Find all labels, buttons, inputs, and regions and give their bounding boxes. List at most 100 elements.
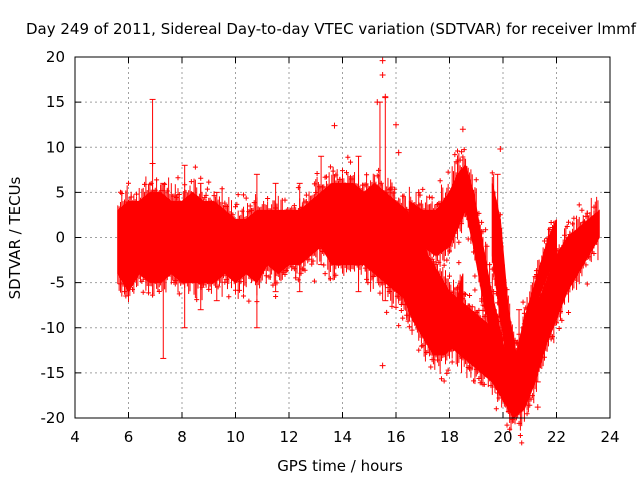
- data-point: [456, 260, 462, 266]
- spike-error-bar: [355, 155, 362, 293]
- data-point: [222, 279, 228, 285]
- data-point: [520, 299, 526, 305]
- data-point: [293, 275, 299, 281]
- data-point: [426, 194, 432, 200]
- outlier-point: [379, 72, 386, 79]
- x-tick-label: 10: [226, 428, 245, 446]
- x-tick-label: 12: [279, 428, 298, 446]
- spike-error-bar: [120, 209, 127, 275]
- data-point: [444, 370, 450, 376]
- data-point: [306, 256, 312, 262]
- data-point: [344, 170, 350, 176]
- outlier-point: [382, 93, 389, 100]
- data-point: [119, 190, 125, 196]
- spike-error-bar: [149, 98, 156, 266]
- data-point: [333, 272, 339, 278]
- data-point: [571, 215, 577, 221]
- data-point: [583, 262, 589, 268]
- data-point: [282, 271, 288, 277]
- data-point: [434, 271, 440, 277]
- outlier-point: [459, 126, 466, 133]
- data-point: [545, 280, 551, 286]
- data-point: [519, 440, 525, 446]
- data-point: [235, 192, 241, 198]
- spike-error-bar: [213, 191, 220, 302]
- data-point: [409, 327, 415, 333]
- y-tick-label: -10: [41, 319, 66, 337]
- data-point: [327, 276, 333, 282]
- data-point: [541, 291, 547, 297]
- data-point: [584, 281, 590, 287]
- spike-error-bar: [318, 155, 325, 266]
- data-layer: [117, 57, 600, 446]
- chart-title: Day 249 of 2011, Sidereal Day-to-day VTE…: [26, 20, 637, 38]
- data-point: [487, 347, 493, 353]
- outlier-point: [497, 146, 504, 153]
- data-point: [412, 277, 418, 283]
- data-point: [493, 406, 499, 412]
- data-point: [479, 219, 485, 225]
- data-point: [449, 359, 455, 365]
- data-point: [428, 266, 434, 272]
- data-point: [128, 194, 134, 200]
- data-point: [323, 174, 329, 180]
- data-point: [263, 273, 269, 279]
- data-point: [392, 186, 398, 192]
- x-tick-label: 22: [547, 428, 566, 446]
- data-point: [408, 275, 414, 281]
- data-point: [503, 376, 509, 382]
- data-point: [497, 212, 503, 218]
- data-point: [564, 223, 570, 229]
- data-point: [126, 180, 131, 186]
- spike-error-bar: [494, 173, 501, 284]
- data-point: [447, 273, 452, 279]
- data-point: [204, 186, 210, 192]
- data-point: [134, 191, 140, 197]
- spike-error-bar: [197, 182, 204, 311]
- data-point: [211, 193, 217, 199]
- data-point: [517, 387, 523, 393]
- data-point: [302, 267, 308, 273]
- data-point: [310, 258, 316, 264]
- data-point: [238, 279, 244, 285]
- data-point: [438, 316, 444, 322]
- outlier-point: [379, 57, 386, 64]
- data-point: [566, 309, 572, 315]
- data-point: [194, 297, 200, 303]
- spike-error-bar: [516, 309, 523, 365]
- outlier-point: [393, 121, 399, 128]
- data-point: [406, 324, 412, 330]
- data-point: [467, 293, 473, 299]
- data-point: [311, 278, 317, 284]
- data-point: [393, 304, 399, 310]
- data-point: [434, 317, 440, 323]
- data-point: [548, 219, 554, 225]
- data-point: [528, 396, 534, 402]
- data-point: [400, 315, 406, 321]
- data-point: [455, 148, 461, 154]
- y-tick-label: 5: [55, 183, 65, 201]
- data-point: [406, 240, 412, 246]
- data-point: [489, 170, 495, 176]
- x-tick-label: 14: [333, 428, 352, 446]
- outlier-point: [331, 122, 338, 129]
- data-point: [322, 271, 328, 277]
- outlier-point: [395, 149, 402, 156]
- data-point: [483, 227, 489, 233]
- data-point: [327, 164, 333, 170]
- data-point: [389, 303, 395, 309]
- data-point: [429, 195, 435, 201]
- data-point: [460, 154, 466, 160]
- data-point: [591, 251, 597, 257]
- data-point: [420, 186, 426, 192]
- data-point: [420, 274, 426, 280]
- data-point: [420, 295, 426, 301]
- data-point: [237, 287, 243, 293]
- data-point: [584, 210, 590, 216]
- outlier-point: [374, 99, 381, 106]
- data-point: [429, 309, 435, 315]
- data-point: [541, 238, 547, 244]
- data-point: [484, 243, 490, 249]
- data-point: [273, 293, 279, 299]
- data-point: [437, 178, 443, 184]
